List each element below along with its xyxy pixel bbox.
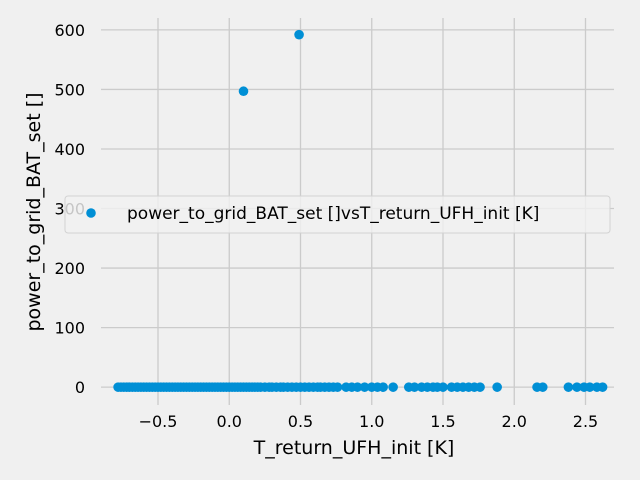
- data-point: [332, 382, 343, 392]
- x-tick-label: 2.0: [502, 412, 527, 431]
- data-point: [438, 382, 448, 392]
- y-tick-label: 500: [54, 80, 85, 99]
- data-point: [572, 382, 582, 392]
- legend-box: [64, 195, 611, 234]
- y-tick-label: 600: [54, 21, 85, 40]
- data-point: [475, 382, 485, 392]
- y-tick-label: 100: [54, 319, 85, 338]
- data-point: [537, 382, 548, 392]
- legend-marker: [86, 208, 96, 218]
- data-point: [563, 382, 574, 392]
- x-axis-label: T_return_UFH_init [K]: [253, 437, 455, 459]
- x-tick-label: −0.5: [139, 412, 178, 431]
- y-tick-label: 0: [75, 378, 85, 397]
- legend: power_to_grid_BAT_set []vsT_return_UFH_i…: [64, 195, 611, 234]
- data-point: [597, 382, 608, 392]
- data-point: [294, 29, 304, 40]
- data-point: [584, 382, 595, 392]
- data-point: [352, 382, 363, 392]
- data-point: [359, 382, 370, 392]
- data-point: [492, 382, 502, 392]
- points-layer: [113, 29, 608, 392]
- x-tick-label: 0.0: [217, 412, 242, 431]
- data-point: [388, 382, 398, 392]
- data-point: [378, 382, 388, 392]
- x-tick-label: 1.5: [430, 412, 455, 431]
- data-point: [238, 86, 249, 97]
- x-tick-label: 0.5: [288, 412, 313, 431]
- y-tick-label: 200: [54, 259, 85, 278]
- x-tick-label: 2.5: [573, 412, 598, 431]
- x-tick-label: 1.0: [359, 412, 384, 431]
- legend-label: power_to_grid_BAT_set []vsT_return_UFH_i…: [127, 204, 539, 224]
- data-point: [409, 382, 420, 392]
- y-axis-label: power_to_grid_BAT_set []: [23, 92, 45, 331]
- y-tick-label: 400: [54, 140, 85, 159]
